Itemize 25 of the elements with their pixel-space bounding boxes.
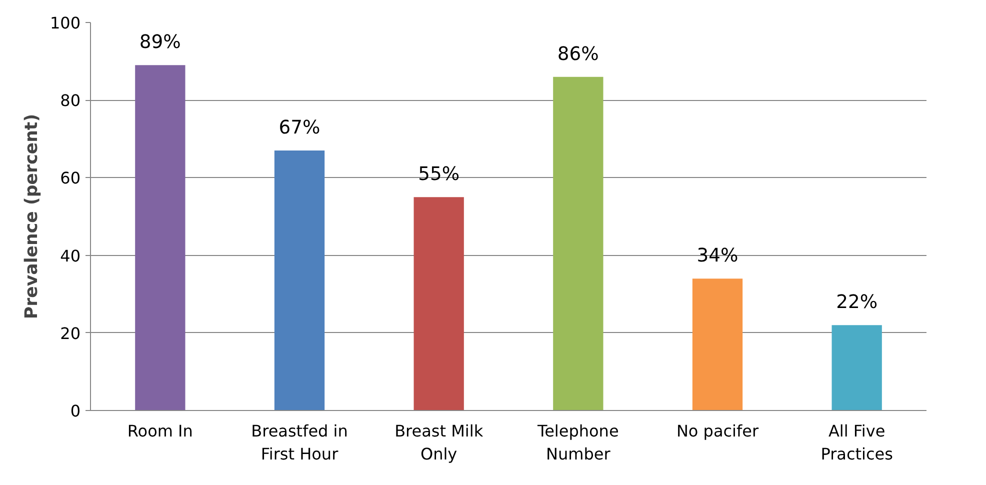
data-label: 67% [278, 118, 320, 139]
x-tick-label: Telephone Number [536, 422, 619, 464]
bar [274, 150, 325, 410]
bar [832, 325, 882, 410]
y-tick-label: 60 [60, 168, 80, 188]
data-label: 89% [139, 32, 181, 54]
bar [553, 76, 604, 410]
data-label: 34% [696, 246, 738, 267]
x-tick-label: Breastfed in First Hour [251, 422, 348, 464]
data-label: 86% [557, 44, 599, 65]
y-tick-label: 40 [60, 246, 80, 266]
bar [414, 197, 464, 410]
x-tick-label: All Five Practices [820, 422, 893, 464]
y-tick-label: 20 [60, 324, 80, 343]
x-tick-label: Room In [127, 422, 193, 440]
data-label: 55% [418, 164, 460, 186]
bar [135, 65, 186, 410]
y-tick-label: 100 [50, 14, 81, 32]
y-axis-title: Prevalence (percent) [22, 114, 42, 320]
x-tick-label: No pacifer [676, 422, 759, 440]
y-tick-label: 0 [70, 402, 81, 420]
x-tick-label: Breast Milk Only [394, 422, 484, 464]
bar [692, 278, 743, 410]
y-tick-label: 80 [60, 91, 80, 110]
data-label: 22% [836, 292, 878, 314]
